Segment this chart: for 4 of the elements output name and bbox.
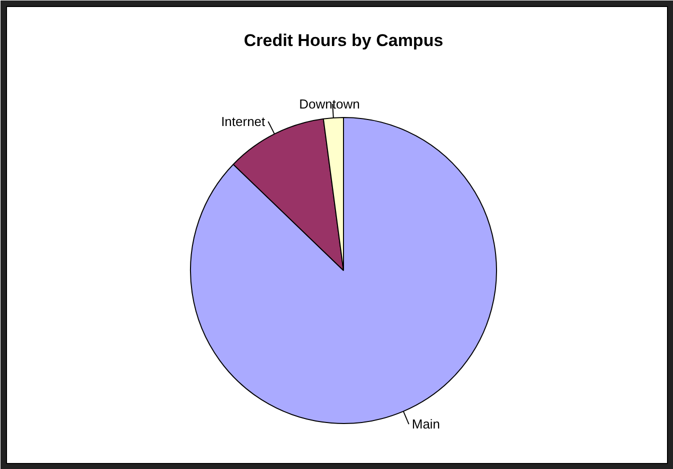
slice-label: Internet [221, 114, 266, 129]
slice-label: Main [412, 416, 440, 432]
chart-title: Credit Hours by Campus [244, 31, 444, 50]
slice-label: Downtown [299, 96, 360, 112]
